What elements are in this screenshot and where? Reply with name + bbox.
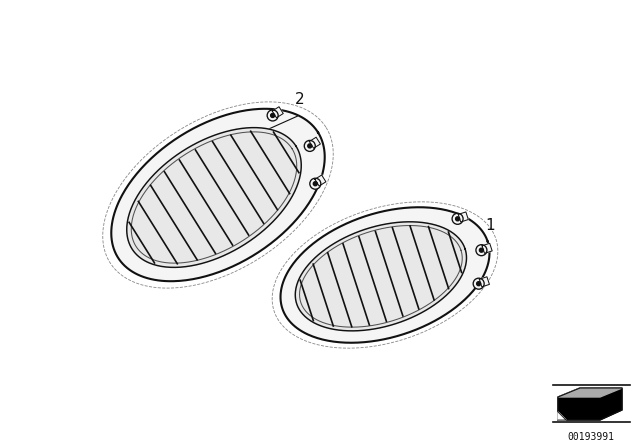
Polygon shape (558, 412, 566, 420)
Circle shape (477, 282, 481, 286)
Polygon shape (479, 277, 490, 287)
Text: 1: 1 (485, 217, 495, 233)
Text: 00193991: 00193991 (568, 432, 614, 442)
Circle shape (267, 110, 278, 121)
Polygon shape (458, 212, 468, 222)
Polygon shape (127, 128, 301, 267)
Circle shape (308, 144, 312, 148)
Circle shape (473, 278, 484, 289)
Polygon shape (280, 207, 490, 343)
Polygon shape (558, 388, 622, 397)
Polygon shape (558, 388, 622, 420)
Circle shape (304, 140, 316, 151)
Polygon shape (482, 243, 492, 254)
Polygon shape (272, 107, 284, 118)
Circle shape (271, 113, 275, 117)
Polygon shape (309, 137, 321, 148)
Circle shape (476, 245, 487, 256)
Text: 2: 2 (295, 92, 305, 107)
Polygon shape (111, 109, 324, 281)
Circle shape (314, 182, 317, 186)
Circle shape (456, 217, 460, 221)
Polygon shape (295, 222, 467, 331)
Circle shape (452, 213, 463, 224)
Circle shape (479, 248, 483, 252)
Polygon shape (315, 175, 326, 186)
Circle shape (310, 178, 321, 189)
